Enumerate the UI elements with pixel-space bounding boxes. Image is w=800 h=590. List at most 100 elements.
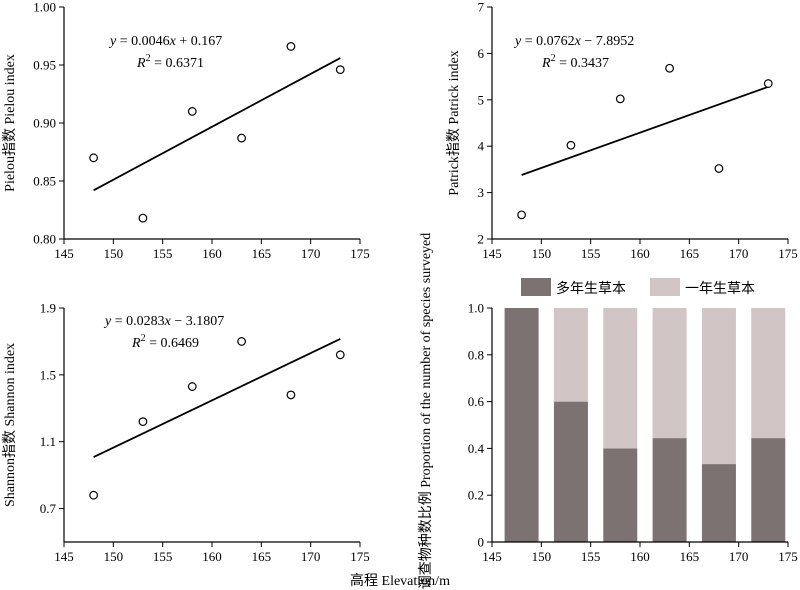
x-tick-label: 175 — [778, 549, 798, 564]
x-tick-label: 165 — [252, 246, 272, 261]
x-tick-label: 165 — [680, 246, 700, 261]
x-tick-label: 175 — [350, 549, 370, 564]
y-tick-label: 0.90 — [33, 116, 56, 131]
y-tick-label: 0.85 — [33, 174, 56, 189]
x-tick-label: 155 — [581, 549, 601, 564]
x-tick-label: 150 — [532, 246, 552, 261]
bar-segment — [553, 308, 588, 402]
r-squared: R2 = 0.3437 — [541, 53, 609, 71]
y-tick-label: 1.9 — [40, 301, 56, 316]
regression-equation: y = 0.0046x + 0.167 — [108, 34, 222, 49]
y-tick-label: 1.0 — [468, 301, 484, 316]
y-tick-label: 0.80 — [33, 232, 56, 247]
x-tick-label: 170 — [301, 246, 321, 261]
x-tick-label: 170 — [729, 246, 749, 261]
x-tick-label: 165 — [680, 549, 700, 564]
y-tick-label: 6 — [478, 46, 485, 61]
bar-segment — [652, 308, 687, 439]
y-axis-label: Pielou指数 Pielou index — [2, 54, 18, 192]
x-tick-label: 160 — [630, 549, 650, 564]
y-tick-label: 1.5 — [40, 367, 56, 382]
r-squared: R2 = 0.6469 — [131, 333, 199, 351]
bar-segment — [553, 401, 588, 542]
x-tick-label: 150 — [104, 246, 124, 261]
x-tick-label: 160 — [202, 246, 222, 261]
y-tick-label: 0.7 — [40, 501, 57, 516]
legend-label: 多年生草本 — [556, 280, 626, 297]
regression-equation: y = 0.0283x − 3.1807 — [103, 314, 224, 329]
x-tick-label: 170 — [729, 549, 749, 564]
legend-swatch — [521, 278, 551, 296]
proportion-panel: 多年生草本 一年生草本 145 150 155 160 165 170 175 0 0.2 0.4 0.… — [418, 233, 798, 590]
bar-segment — [701, 308, 736, 465]
legend: 多年生草本 一年生草本 — [521, 278, 755, 297]
x-tick-label: 145 — [482, 246, 502, 261]
data-point — [665, 63, 674, 73]
y-tick-label: 1.1 — [40, 434, 56, 449]
bar-segment — [603, 448, 638, 542]
y-tick-label: 0.4 — [468, 441, 485, 456]
data-point — [138, 213, 148, 223]
bar-segment — [603, 308, 638, 449]
data-point — [763, 79, 773, 88]
legend-swatch — [650, 278, 680, 296]
x-tick-label: 145 — [54, 549, 74, 564]
patrick-panel: 145 150 155 160 165 170 175 2 3 4 5 6 7 Patrick指数 Pat… — [446, 0, 798, 261]
data-point — [566, 140, 576, 150]
bar-segment — [701, 464, 736, 542]
data-point — [335, 65, 345, 75]
r-squared: R2 = 0.6371 — [136, 53, 204, 71]
regression-line — [93, 57, 341, 192]
data-point — [714, 164, 724, 173]
regression-line — [521, 85, 769, 176]
legend-label: 一年生草本 — [685, 281, 755, 297]
x-tick-label: 175 — [778, 246, 798, 261]
shannon-panel: 145 150 155 160 165 170 175 0.7 1.1 1.5 1.9 Shannon… — [2, 301, 370, 565]
x-tick-label: 160 — [202, 549, 222, 564]
y-tick-label: 3 — [478, 185, 485, 200]
y-tick-label: 0.2 — [468, 488, 484, 503]
bar-segment — [652, 438, 687, 542]
y-tick-label: 0.6 — [468, 394, 485, 409]
data-point — [138, 417, 148, 427]
y-tick-label: 1.00 — [33, 0, 56, 15]
data-point — [517, 210, 526, 220]
x-tick-label: 175 — [350, 246, 370, 261]
x-tick-label: 155 — [581, 246, 601, 261]
data-point — [237, 133, 247, 143]
y-tick-label: 0.8 — [468, 347, 484, 362]
x-tick-label: 150 — [104, 549, 124, 564]
y-tick-label: 4 — [478, 139, 485, 154]
x-tick-label: 155 — [153, 246, 173, 261]
common-x-axis-label: 高程 Elevation/m — [350, 572, 450, 589]
data-point — [615, 94, 625, 104]
y-axis-label: 占所调查物种数比例 Proportion of the number of sp… — [418, 233, 434, 590]
y-tick-label: 0.95 — [33, 58, 56, 73]
regression-line — [93, 338, 341, 458]
bar-segment — [751, 438, 786, 542]
y-tick-label: 2 — [478, 232, 485, 247]
data-point — [187, 106, 197, 116]
data-point — [89, 490, 98, 500]
regression-equation: y = 0.0762x − 7.8952 — [513, 34, 634, 49]
y-tick-label: 7 — [478, 0, 485, 15]
x-tick-label: 145 — [482, 549, 502, 564]
data-point — [237, 337, 247, 346]
data-point — [335, 350, 345, 360]
data-point — [286, 390, 296, 400]
x-tick-label: 160 — [630, 246, 650, 261]
y-axis-label: Patrick指数 Patrick index — [446, 50, 462, 195]
y-tick-label: 5 — [478, 92, 485, 107]
x-tick-label: 145 — [54, 246, 74, 261]
bar-segment — [751, 308, 786, 439]
x-tick-label: 150 — [532, 549, 552, 564]
x-tick-label: 165 — [252, 549, 272, 564]
data-point — [286, 42, 296, 51]
y-tick-label: 0 — [478, 535, 485, 550]
data-point — [89, 153, 98, 163]
bar-segment — [504, 308, 539, 542]
x-tick-label: 170 — [301, 549, 321, 564]
x-tick-label: 155 — [153, 549, 173, 564]
y-axis-label: Shannon指数 Shannon index — [2, 343, 18, 507]
